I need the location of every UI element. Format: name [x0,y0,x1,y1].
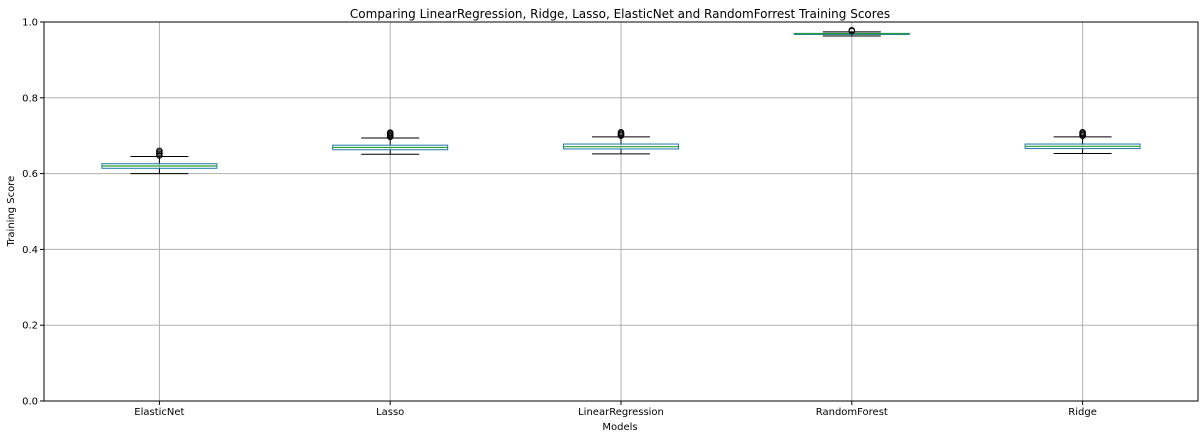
y-tick-label: 0.2 [22,321,38,332]
x-tick-label: LinearRegression [578,407,664,418]
grid-lines [44,21,1198,402]
y-tick-label: 1.0 [22,18,38,29]
outlier-point [617,128,625,136]
outlier-point [156,147,163,155]
box-linearregression [563,128,679,155]
box-ridge [1024,128,1141,155]
outlier-point [1079,128,1086,136]
y-axis-label: Training Score [6,176,17,248]
x-tick-label: Ridge [1068,407,1097,418]
x-tick-label: Lasso [376,407,404,418]
x-axis-label: Models [602,422,637,433]
y-tick-label: 0.6 [22,169,38,180]
outlier-point [848,27,856,34]
x-ticks: ElasticNet Lasso LinearRegression RandomFor… [134,401,1097,418]
y-tick-label: 0.8 [22,93,38,104]
box-randomforest [793,27,910,37]
x-tick-label: ElasticNet [134,407,184,418]
x-tick-label: RandomForest [816,407,888,418]
boxes [101,27,1141,175]
chart-title: Comparing LinearRegression, Ridge, Lasso… [350,7,890,21]
box-lasso [332,129,449,155]
y-tick-label: 0.4 [22,245,38,256]
outlier-point [386,129,394,136]
y-ticks: 0.0 0.2 0.4 0.6 0.8 1.0 [22,18,44,408]
box-elasticnet [101,147,218,175]
y-tick-label: 0.0 [22,397,38,408]
